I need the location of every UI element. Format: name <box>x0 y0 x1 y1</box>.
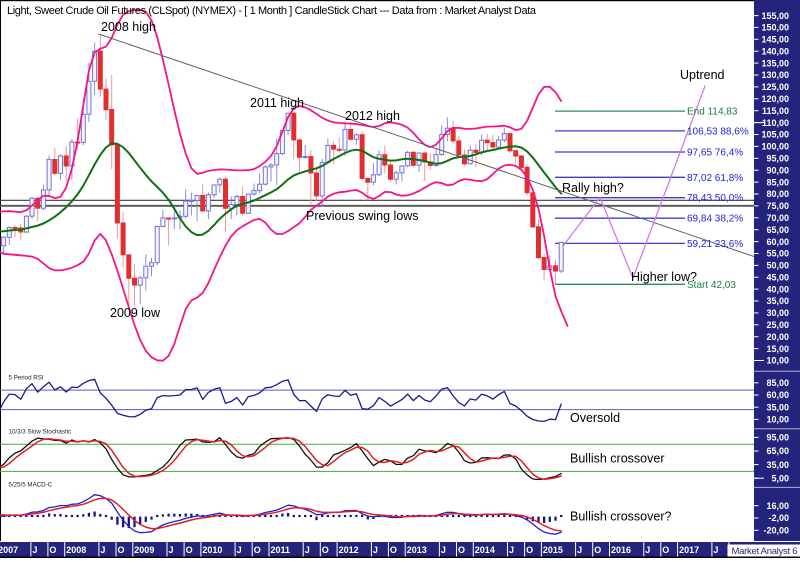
svg-text:O: O <box>662 545 669 555</box>
svg-text:2015: 2015 <box>543 545 563 555</box>
svg-text:2007: 2007 <box>0 545 18 555</box>
svg-text:2011: 2011 <box>271 545 291 555</box>
svg-text:100,00: 100,00 <box>761 142 789 152</box>
svg-text:2009 low: 2009 low <box>110 306 161 320</box>
svg-text:60,00: 60,00 <box>766 390 789 400</box>
svg-text:35,00: 35,00 <box>766 402 789 412</box>
svg-text:80,00: 80,00 <box>766 189 789 199</box>
svg-text:Market Analyst 6: Market Analyst 6 <box>732 546 798 557</box>
svg-text:J: J <box>169 545 174 555</box>
svg-text:135,00: 135,00 <box>761 58 789 68</box>
svg-text:78,43 50,0%: 78,43 50,0% <box>687 193 743 204</box>
svg-text:Bullish crossover?: Bullish crossover? <box>570 510 671 524</box>
svg-text:59,21 23,6%: 59,21 23,6% <box>687 239 743 250</box>
svg-text:65,00: 65,00 <box>766 446 789 456</box>
svg-text:87,02 61,8%: 87,02 61,8% <box>687 173 743 184</box>
svg-text:2017: 2017 <box>679 545 699 555</box>
svg-text:J: J <box>237 545 242 555</box>
svg-text:J: J <box>32 545 37 555</box>
svg-text:110,00: 110,00 <box>762 118 789 128</box>
svg-text:Rally high?: Rally high? <box>562 181 624 195</box>
svg-text:J: J <box>509 545 514 555</box>
svg-text:90,00: 90,00 <box>766 165 789 175</box>
svg-text:O: O <box>390 545 397 555</box>
svg-text:2013: 2013 <box>407 545 427 555</box>
svg-text:125,00: 125,00 <box>761 82 789 92</box>
svg-text:60,00: 60,00 <box>766 237 789 247</box>
svg-text:Higher low?: Higher low? <box>631 270 697 284</box>
svg-text:130,00: 130,00 <box>761 70 789 80</box>
svg-text:40,00: 40,00 <box>766 284 789 294</box>
svg-text:O: O <box>594 545 601 555</box>
svg-text:45,00: 45,00 <box>766 272 789 282</box>
svg-text:95,00: 95,00 <box>766 433 789 443</box>
svg-text:35,00: 35,00 <box>766 460 789 470</box>
svg-text:10,00: 10,00 <box>766 356 789 366</box>
svg-text:2011 high: 2011 high <box>250 96 304 110</box>
svg-text:O: O <box>526 545 533 555</box>
svg-text:O: O <box>118 545 125 555</box>
svg-text:15,00: 15,00 <box>766 344 789 354</box>
svg-text:2010: 2010 <box>202 545 222 555</box>
svg-text:25,00: 25,00 <box>766 320 789 330</box>
svg-text:97,65 76,4%: 97,65 76,4% <box>687 148 743 159</box>
svg-text:J: J <box>577 545 582 555</box>
svg-text:O: O <box>322 545 329 555</box>
svg-text:106,53 88,6%: 106,53 88,6% <box>687 126 749 137</box>
svg-text:140,00: 140,00 <box>761 46 789 56</box>
svg-text:Bullish crossover: Bullish crossover <box>570 452 664 466</box>
svg-text:10,00: 10,00 <box>766 415 789 425</box>
svg-text:120,00: 120,00 <box>761 94 789 104</box>
svg-text:20,00: 20,00 <box>766 332 789 342</box>
svg-text:115,00: 115,00 <box>762 106 789 116</box>
svg-text:End 114,83: End 114,83 <box>687 107 738 118</box>
svg-text:O: O <box>49 545 56 555</box>
svg-text:J: J <box>645 545 650 555</box>
svg-text:J: J <box>373 545 378 555</box>
svg-text:-2,00: -2,00 <box>768 513 789 523</box>
svg-text:50,00: 50,00 <box>766 261 789 271</box>
svg-text:2014: 2014 <box>475 545 495 555</box>
svg-text:Previous swing lows: Previous swing lows <box>306 209 419 223</box>
svg-text:30,00: 30,00 <box>766 308 789 318</box>
svg-text:5,00: 5,00 <box>771 473 789 483</box>
svg-text:75,00: 75,00 <box>766 201 789 211</box>
svg-text:J: J <box>441 545 446 555</box>
svg-text:145,00: 145,00 <box>761 35 789 45</box>
svg-text:J: J <box>100 545 105 555</box>
svg-text:O: O <box>458 545 465 555</box>
svg-text:Uptrend: Uptrend <box>680 68 725 82</box>
svg-text:16,00: 16,00 <box>766 501 789 511</box>
svg-text:O: O <box>186 545 193 555</box>
svg-text:Oversold: Oversold <box>570 411 620 425</box>
svg-text:2012 high: 2012 high <box>345 109 400 123</box>
svg-text:155,00: 155,00 <box>761 11 789 21</box>
svg-text:-20,00: -20,00 <box>763 526 789 536</box>
svg-text:70,00: 70,00 <box>766 213 789 223</box>
svg-text:85,00: 85,00 <box>766 378 789 388</box>
svg-text:2016: 2016 <box>611 545 631 555</box>
svg-text:105,00: 105,00 <box>761 130 789 140</box>
svg-text:150,00: 150,00 <box>761 23 789 33</box>
svg-text:35,00: 35,00 <box>766 296 789 306</box>
svg-text:2012: 2012 <box>339 545 359 555</box>
svg-text:55,00: 55,00 <box>766 249 789 259</box>
svg-text:J: J <box>713 545 718 555</box>
svg-text:J: J <box>305 545 310 555</box>
svg-text:5 Period RSI: 5 Period RSI <box>9 375 44 382</box>
svg-text:65,00: 65,00 <box>766 225 789 235</box>
svg-text:69,84 38,2%: 69,84 38,2% <box>687 214 743 225</box>
svg-text:2009: 2009 <box>134 545 154 555</box>
svg-text:85,00: 85,00 <box>766 177 789 187</box>
svg-text:95,00: 95,00 <box>766 154 789 164</box>
svg-text:2008 high: 2008 high <box>101 20 156 34</box>
svg-text:O: O <box>254 545 261 555</box>
svg-text:10/3/3 Slow Stochastic: 10/3/3 Slow Stochastic <box>9 429 72 436</box>
svg-text:5/25/5 MACD-C: 5/25/5 MACD-C <box>9 482 53 489</box>
svg-text:Light, Sweet Crude Oil Futures: Light, Sweet Crude Oil Futures (CLSpot) … <box>7 5 537 17</box>
svg-text:2008: 2008 <box>66 545 86 555</box>
